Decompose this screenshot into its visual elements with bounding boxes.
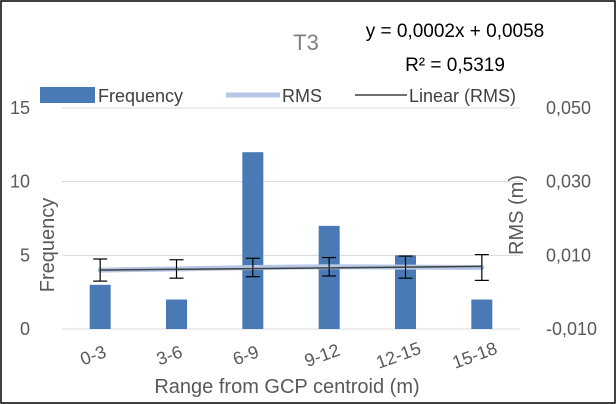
- trendline: [100, 265, 482, 271]
- frequency-bar: [318, 225, 340, 329]
- frequency-bar: [242, 152, 264, 329]
- y-left-tick-label: 10: [10, 172, 30, 192]
- trendline-equation: y = 0,0002x + 0,0058: [366, 21, 545, 42]
- legend-label-rms: RMS: [282, 86, 322, 106]
- frequency-bar: [89, 284, 111, 329]
- y-right-tick-label: 0,030: [546, 172, 591, 192]
- frequency-bar: [166, 299, 187, 329]
- y-right-tick-label: 0,050: [546, 98, 591, 118]
- legend-label-linear: Linear (RMS): [409, 86, 516, 106]
- y-right-tick-label: 0,010: [546, 245, 591, 265]
- r-squared-label: R² = 0,5319: [405, 55, 505, 76]
- chart-title: T3: [293, 30, 319, 55]
- legend-label-frequency: Frequency: [98, 86, 183, 106]
- gridlines: [62, 107, 520, 330]
- legend-swatch-frequency: [40, 87, 95, 103]
- x-axis-label: Range from GCP centroid (m): [154, 376, 419, 398]
- y-right-tick-label: -0,010: [546, 319, 597, 339]
- y-left-tick-label: 15: [10, 98, 30, 118]
- frequency-bar: [471, 299, 493, 329]
- y-axis-right-label: RMS (m): [506, 175, 528, 255]
- y-axis-left-label: Frequency: [37, 198, 59, 293]
- frequency-bars: [89, 152, 493, 329]
- y-left-tick-label: 5: [20, 245, 30, 265]
- frequency-bar: [395, 255, 416, 329]
- legend: Frequency RMS Linear (RMS): [40, 86, 516, 106]
- y-left-tick-label: 0: [20, 319, 30, 339]
- linear-trendline: [100, 265, 482, 271]
